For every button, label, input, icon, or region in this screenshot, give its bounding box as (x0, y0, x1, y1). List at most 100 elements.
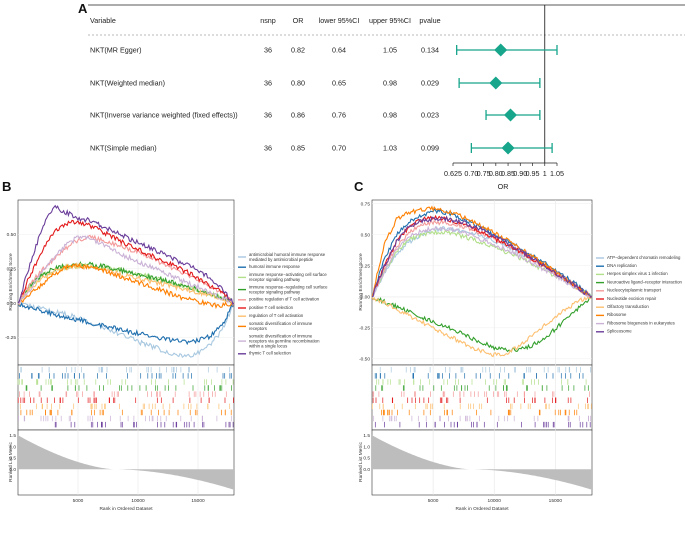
es-tick-label: 0.50 (7, 232, 17, 238)
gsea-b-rank-area (18, 435, 234, 490)
gsea-b-lines (17, 204, 235, 359)
es-tick-label: 0.25 (7, 266, 17, 272)
legend-label: regulation of T cell activation (249, 313, 304, 318)
gsea-b-es-frame (17, 199, 235, 366)
enrichment-line (371, 294, 593, 358)
forest-cell-nsnp: 36 (264, 144, 272, 153)
legend-label: somatic diversification of immune (249, 321, 313, 326)
gsea-c-hit-frame (371, 364, 593, 431)
forest-cell-or: 0.86 (291, 111, 305, 120)
legend-label: DNA replication (607, 263, 637, 268)
forest-axis-tick-label: 1.05 (550, 169, 564, 178)
forest-cell-variable: NKT(MR Egger) (90, 46, 142, 55)
gsea-b-hit-frame (17, 364, 235, 431)
gsea-c-legend: ATP−dependent chromatin remodeling DNA re… (596, 255, 682, 334)
gsea-c-lines (371, 205, 593, 358)
enrichment-line (371, 205, 593, 298)
legend-label: immune response−regulating cell surface (249, 284, 328, 289)
enrichment-line (371, 295, 593, 353)
forest-axis-tick-label: 0.80 (489, 169, 503, 178)
forest-point-estimate (489, 76, 503, 90)
x-tick-label: 10000 (488, 498, 502, 504)
rank-tick-label: 1.0 (363, 444, 370, 450)
x-tick-label: 10000 (131, 498, 145, 504)
es-tick-label: 0.25 (361, 263, 371, 269)
forest-cell-variable: NKT(Simple median) (90, 144, 157, 153)
forest-header-pvalue: pvalue (419, 16, 440, 25)
gsea-c-hits (371, 367, 592, 428)
forest-cell-or: 0.82 (291, 46, 305, 55)
legend-label: mediated by antimicrobial peptide (249, 257, 314, 262)
forest-header-variable: Variable (90, 16, 116, 25)
forest-axis-tick-label: 0.85 (501, 169, 515, 178)
legend-label: receptor signaling pathway (249, 277, 301, 282)
legend-label: Neuroactive ligand−receptor interaction (607, 279, 682, 284)
legend-label: Ribosome (607, 312, 627, 317)
legend-label: Spliceosome (607, 329, 632, 334)
legend-label: Herpes simplex virus 1 infection (607, 271, 668, 276)
gsea-c-es-frame (371, 199, 593, 366)
rank-tick-label: 0.5 (9, 456, 16, 462)
enrichment-line (371, 215, 593, 299)
gsea-b-legend: antimicrobial humoral immune responsemed… (238, 252, 328, 356)
forest-cell-pvalue: 0.099 (421, 144, 439, 153)
x-tick-label: 5000 (428, 498, 439, 504)
forest-cell-lower: 0.70 (332, 144, 346, 153)
x-tick-label: 15000 (549, 498, 563, 504)
gsea-c-axes: 0.75 0.50 0.25 0.00 -0.25 -0.50 5000 10000 15000… (359, 201, 562, 504)
legend-label: immune response−activating cell surface (249, 272, 327, 277)
forest-point-estimate (504, 108, 518, 122)
gsea-c-rank-area (372, 435, 592, 490)
legend-label: within a single locus (249, 343, 287, 348)
legend-label: Ribosome biogenesis in eukaryotes (607, 320, 675, 325)
es-tick-label: 0.50 (361, 232, 371, 238)
enrichment-line (17, 204, 235, 305)
legend-label: Nucleotide excision repair (607, 296, 657, 301)
forest-axis-tick-label: 1 (543, 169, 547, 178)
legend-label: humoral immune response (249, 264, 300, 269)
forest-cell-nsnp: 36 (264, 46, 272, 55)
forest-header-lower: lower 95%CI (319, 16, 360, 25)
forest-cell-pvalue: 0.023 (421, 111, 439, 120)
forest-axis-tick-label: 0.95 (526, 169, 540, 178)
rank-tick-label: 1.5 (9, 433, 16, 439)
forest-point-estimate (494, 43, 508, 57)
enrichment-line (17, 262, 235, 310)
legend-label: receptor signaling pathway (249, 289, 301, 294)
enrichment-line (17, 235, 235, 306)
gsea-b-es-ylabel: Running Enrichment Score (8, 253, 14, 311)
gsea-c-xlabel: Rank in Ordered Dataset (455, 506, 509, 512)
forest-cell-or: 0.80 (291, 79, 305, 88)
enrichment-line (17, 260, 235, 305)
gsea-c-rank-ylabel: Ranked List Metric (358, 442, 364, 482)
enrichment-line (17, 302, 235, 359)
panel-label-a: A (78, 1, 88, 16)
es-tick-label: -0.25 (5, 335, 16, 341)
forest-cell-upper: 1.05 (383, 46, 397, 55)
rank-tick-label: 0.0 (9, 467, 16, 473)
rank-tick-label: 1.5 (363, 433, 370, 439)
forest-cell-variable: NKT(Weighted median) (90, 79, 165, 88)
legend-label: positive T cell selection (249, 305, 294, 310)
forest-axis-tick-label: 0.70 (464, 169, 478, 178)
forest-cell-nsnp: 36 (264, 79, 272, 88)
forest-cell-upper: 1.03 (383, 144, 397, 153)
rank-tick-label: 0.5 (363, 456, 370, 462)
es-tick-label: 0.00 (7, 301, 17, 307)
panel-label-c: C (354, 179, 364, 194)
gsea-panel-c: C 0.75 0.50 0.25 0.00 -0.25 -0.50 5000 10000 150… (354, 179, 682, 512)
forest-x-axis-title: OR (498, 182, 509, 191)
forest-cell-upper: 0.98 (383, 79, 397, 88)
forest-cell-pvalue: 0.029 (421, 79, 439, 88)
gsea-b-axes: 0.50 0.25 0.00 -0.25 5000 10000 15000 1.5 1.0 0.5… (5, 232, 205, 504)
gsea-b-xlabel: Rank in Ordered Dataset (99, 506, 153, 512)
x-tick-label: 15000 (191, 498, 205, 504)
forest-panel: A Variable nsnp OR lower 95%CI upper 95%… (78, 1, 685, 191)
forest-cell-variable: NKT(Inverse variance weighted (fixed eff… (90, 111, 238, 120)
legend-label: somatic diversification of immune (249, 333, 313, 338)
forest-cell-nsnp: 36 (264, 111, 272, 120)
rank-tick-label: 0.0 (363, 467, 370, 473)
forest-cell-lower: 0.65 (332, 79, 346, 88)
gsea-c-es-ylabel: Running Enrichment Score (358, 253, 364, 311)
